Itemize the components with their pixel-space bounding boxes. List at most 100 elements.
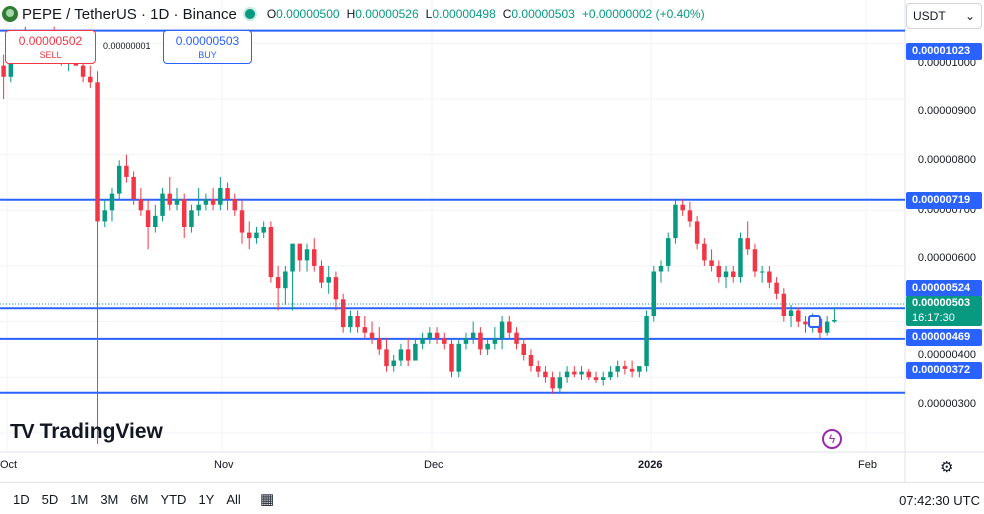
bar-countdown: 16:17:30	[912, 312, 955, 324]
price-tick: 0.00000600	[917, 252, 976, 264]
candle-body	[138, 199, 144, 211]
low-label: L	[425, 7, 433, 21]
range-1d-button[interactable]: 1D	[13, 492, 30, 507]
candle-body	[189, 210, 194, 227]
candle-body	[210, 199, 216, 205]
candle-body	[788, 310, 794, 317]
candle	[694, 215, 700, 250]
candle	[319, 260, 324, 289]
price-tick: 0.00001000	[917, 57, 976, 69]
candle	[355, 310, 360, 333]
candle	[651, 265, 657, 322]
range-6m-button[interactable]: 6M	[130, 492, 149, 507]
close-value: 0.00000503	[511, 7, 575, 21]
line-label-bottom[interactable]: 0.00000372	[906, 362, 982, 379]
tradingview-logo[interactable]: TV TradingView	[10, 420, 163, 444]
range-ytd-button[interactable]: YTD	[160, 492, 187, 507]
candle-body	[644, 316, 649, 367]
open-label: O	[266, 7, 277, 21]
candle-body	[492, 338, 498, 344]
candle-body	[413, 343, 418, 361]
candle	[362, 316, 368, 339]
range-1m-button[interactable]: 1M	[70, 492, 89, 507]
line-label-mid[interactable]: 0.00000524	[906, 280, 982, 297]
candle-body	[716, 265, 722, 278]
candle-body	[88, 76, 93, 83]
candle	[1, 54, 6, 100]
candle	[304, 243, 310, 272]
candle-body	[702, 243, 707, 261]
range-all-button[interactable]: All	[226, 492, 241, 507]
candle	[832, 307, 837, 323]
candle	[102, 199, 107, 227]
calendar-icon[interactable]: ▦	[260, 491, 275, 508]
currency-value: USDT	[913, 9, 946, 23]
open-value: 0.00000500	[276, 7, 340, 21]
utc-clock[interactable]: 07:42:30 UTC	[899, 493, 980, 508]
candle-body	[254, 232, 259, 239]
candle	[391, 354, 396, 372]
market-status-icon	[244, 9, 255, 19]
candle-body	[80, 65, 86, 77]
line-drag-handle[interactable]	[808, 315, 821, 328]
candle-body	[767, 271, 772, 283]
candle-body	[579, 371, 584, 375]
sell-label: SELL	[39, 50, 62, 60]
sell-button[interactable]: 0.00000502 SELL	[5, 30, 96, 64]
candle-body	[268, 227, 274, 278]
candle-body	[239, 210, 245, 233]
candle	[507, 316, 512, 339]
candle-body	[665, 238, 671, 266]
candle	[348, 310, 353, 333]
candle-body	[600, 377, 606, 381]
range-5d-button[interactable]: 5D	[41, 492, 59, 507]
candle	[275, 265, 281, 311]
candle-body	[528, 354, 534, 367]
candle-body	[543, 371, 548, 378]
candle	[781, 288, 787, 322]
candle	[413, 338, 418, 361]
candle	[369, 321, 375, 344]
candle	[550, 371, 555, 394]
candle-body	[463, 338, 469, 344]
candle	[405, 338, 411, 367]
line-label-lower[interactable]: 0.00000469	[906, 329, 982, 346]
gear-icon[interactable]: ⚙	[940, 459, 954, 476]
candle	[181, 193, 187, 239]
price-tick: 0.00000800	[917, 154, 976, 166]
candle	[673, 199, 678, 244]
range-3m-button[interactable]: 3M	[100, 492, 119, 507]
lightning-icon[interactable]: ϟ	[822, 429, 842, 449]
candle-body	[1, 65, 6, 77]
time-tick: Dec	[424, 459, 444, 471]
candle-body	[384, 349, 389, 367]
range-1y-button[interactable]: 1Y	[198, 492, 215, 507]
candle-body	[167, 193, 173, 205]
candle	[420, 332, 425, 350]
candle	[478, 327, 483, 355]
candle-body	[535, 366, 541, 372]
candle-body	[629, 368, 635, 372]
candle-body	[319, 265, 324, 283]
candle	[225, 182, 230, 211]
buy-button[interactable]: 0.00000503 BUY	[163, 30, 252, 64]
candle	[622, 360, 628, 375]
candle-body	[109, 193, 115, 211]
candle	[463, 332, 469, 350]
line-label-upper[interactable]: 0.00000719	[906, 192, 982, 209]
candle-body	[673, 204, 678, 239]
currency-select[interactable]: USDT ⌄	[906, 3, 982, 29]
candle-body	[290, 243, 295, 272]
candle-body	[745, 238, 750, 250]
candle	[600, 371, 606, 386]
candle-body	[449, 343, 454, 372]
tradingview-mark-icon: TV	[10, 420, 35, 443]
candle	[803, 316, 808, 333]
candle	[116, 160, 122, 200]
line-label-top[interactable]: 0.00001023	[906, 43, 982, 60]
candle	[716, 260, 722, 283]
candle-body	[160, 193, 165, 216]
symbol-title[interactable]: PEPE / TetherUS · 1D · Binance	[22, 5, 237, 23]
candle-body	[557, 377, 563, 389]
